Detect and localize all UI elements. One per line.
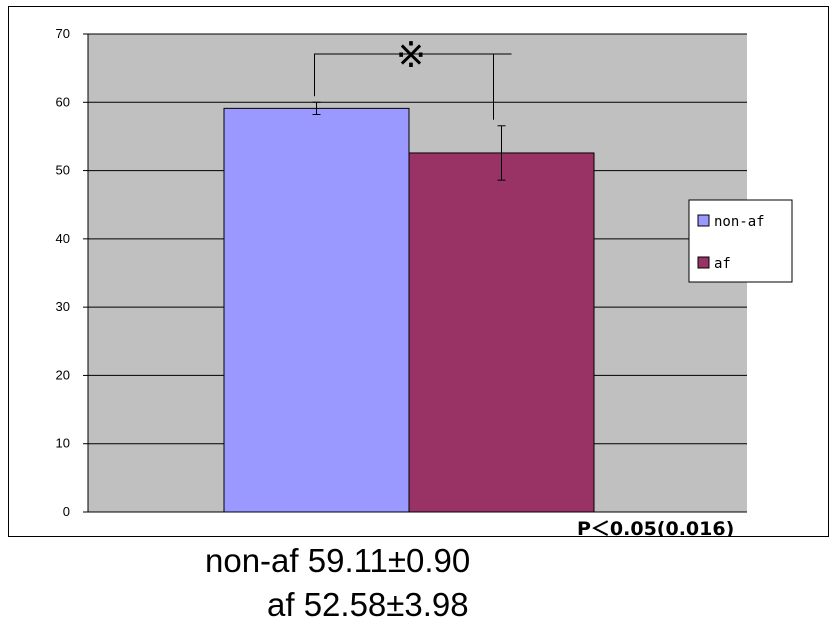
legend-box <box>688 199 793 283</box>
y-tick-label: 10 <box>56 436 70 451</box>
p-value-label: P＜0.05(0.016) <box>577 518 734 536</box>
significance-marker: ※ <box>396 35 426 76</box>
chart-frame: 0 10 20 30 40 50 60 70 ※ P＜0.05(0.016) non-af af <box>8 6 829 537</box>
legend-swatch-af <box>697 256 710 269</box>
bar-non-af <box>223 107 410 513</box>
legend-label-af: af <box>714 256 731 272</box>
y-tick-label: 60 <box>56 94 70 109</box>
legend-swatch-non-af <box>697 214 710 227</box>
bar-af <box>408 152 595 513</box>
y-tick-label: 20 <box>56 367 70 382</box>
y-tick-label: 0 <box>63 504 70 519</box>
y-tick-label: 70 <box>56 26 70 41</box>
legend-label-non-af: non-af <box>714 214 765 230</box>
y-tick-label: 30 <box>56 299 70 314</box>
y-tick-label: 50 <box>56 163 70 178</box>
stats-non-af: non-af 59.11±0.90 <box>205 542 471 579</box>
significance-bracket-left <box>314 53 512 97</box>
bar-chart: 0 10 20 30 40 50 60 70 ※ P＜0.05(0.016) non-af af <box>56 26 793 536</box>
y-tick-label: 40 <box>56 231 70 246</box>
stats-af: af 52.58±3.98 <box>267 586 469 623</box>
